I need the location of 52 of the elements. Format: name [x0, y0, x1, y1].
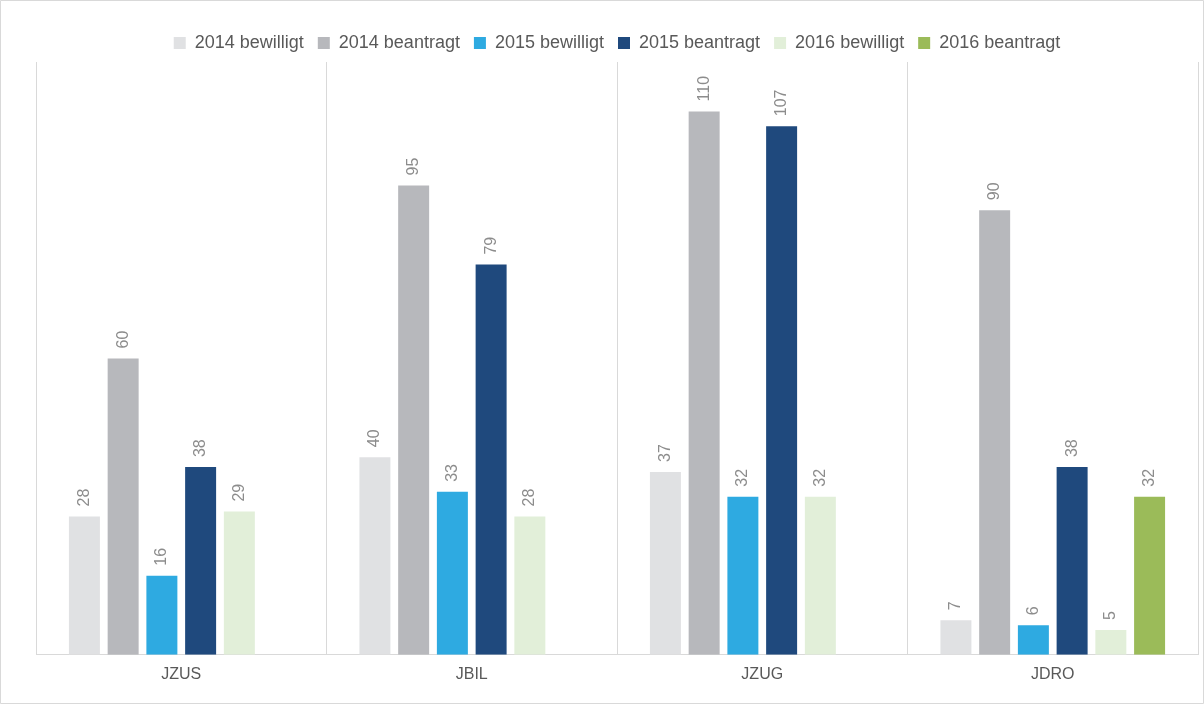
data-label: 60 — [113, 330, 131, 349]
bar — [688, 111, 720, 655]
data-label: 32 — [810, 468, 828, 487]
legend-label: 2016 beantragt — [939, 31, 1061, 52]
data-label: 28 — [74, 488, 92, 507]
bar — [940, 620, 972, 655]
bar — [766, 126, 798, 655]
bar — [979, 210, 1011, 655]
bar — [359, 457, 391, 655]
data-label: 38 — [191, 439, 209, 458]
data-label: 29 — [229, 483, 247, 502]
data-label: 16 — [152, 547, 170, 566]
bar — [223, 511, 255, 655]
bar — [649, 472, 681, 655]
bar — [185, 467, 217, 655]
data-label: 33 — [442, 463, 460, 482]
data-label: 107 — [772, 89, 790, 117]
bar — [475, 264, 507, 655]
data-label: 37 — [655, 444, 673, 463]
data-label: 79 — [481, 236, 499, 255]
legend-label: 2016 bewilligt — [795, 31, 905, 52]
x-tick-label: JZUG — [741, 664, 784, 682]
legend-label: 2014 bewilligt — [194, 31, 304, 52]
bar — [1056, 467, 1088, 655]
data-label: 5 — [1101, 611, 1119, 621]
legend-label: 2014 beantragt — [338, 31, 460, 52]
x-tick-label: JDRO — [1030, 664, 1075, 682]
bar — [1017, 625, 1049, 655]
data-label: 95 — [404, 157, 422, 176]
x-tick-label: JZUS — [161, 664, 202, 682]
data-label: 6 — [1023, 606, 1041, 616]
bar — [146, 575, 178, 655]
bar — [436, 491, 468, 655]
data-label: 90 — [985, 182, 1003, 201]
legend-label: 2015 beantragt — [638, 31, 761, 52]
data-label: 7 — [946, 601, 964, 611]
data-label: 32 — [733, 468, 751, 487]
data-label: 40 — [365, 429, 383, 448]
bar — [1095, 630, 1127, 655]
bar — [1134, 496, 1166, 655]
data-label: 38 — [1062, 439, 1080, 458]
bar — [68, 516, 100, 655]
x-tick-label: JBIL — [455, 664, 488, 682]
bar — [107, 358, 139, 655]
legend-label: 2015 bewilligt — [494, 31, 604, 52]
bar — [804, 496, 836, 655]
data-label: 110 — [694, 75, 712, 102]
data-label: 28 — [520, 488, 538, 507]
bar — [398, 185, 430, 655]
bar — [514, 516, 546, 655]
bar — [727, 496, 759, 655]
data-label: 32 — [1139, 468, 1157, 487]
